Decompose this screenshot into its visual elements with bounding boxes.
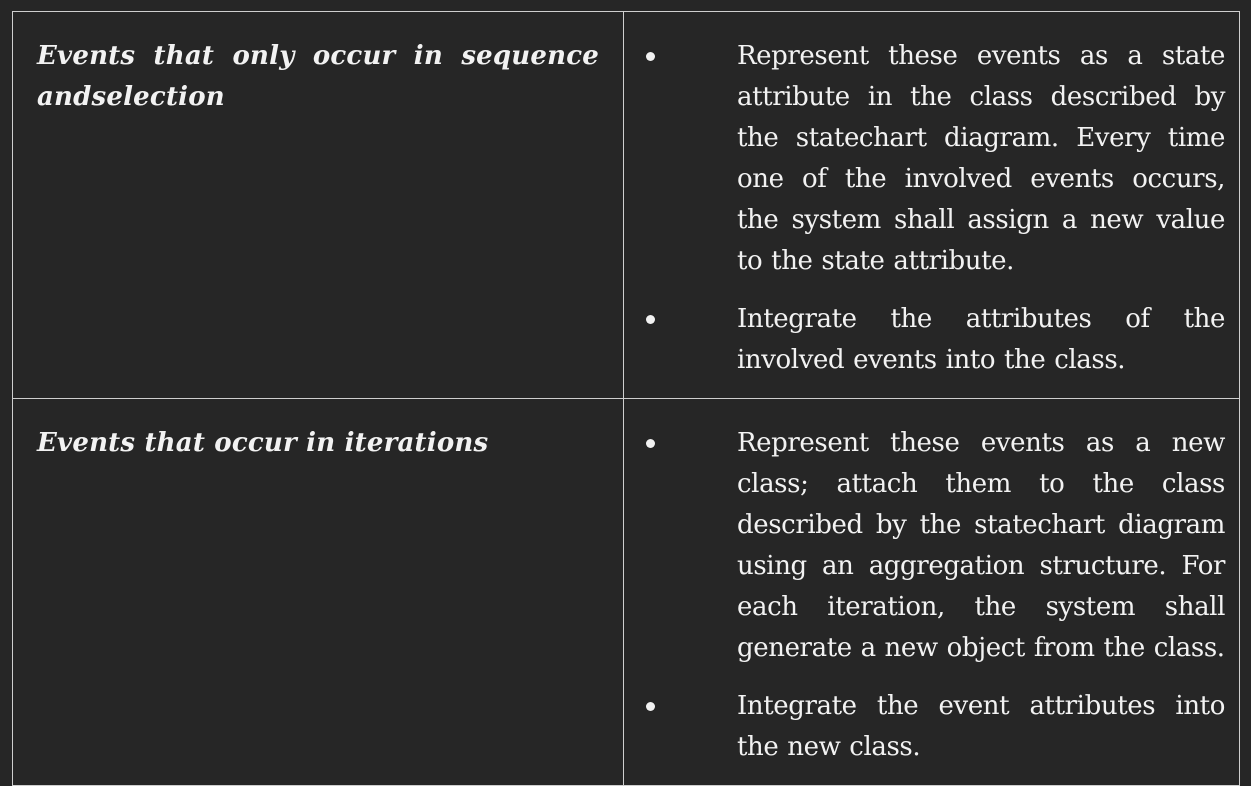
category-cell: Events that occur in iterations <box>12 398 624 786</box>
list-item: Integrate the attributes of the involved… <box>624 299 1225 381</box>
guideline-list: Represent these events as a new class; a… <box>624 423 1225 768</box>
table-row: Events that only occur in sequence andse… <box>12 11 1240 399</box>
list-item: Integrate the event attributes into the … <box>624 686 1225 768</box>
event-category-label: Events that only occur in sequence andse… <box>37 41 599 112</box>
bullet-icon <box>646 702 655 711</box>
guideline-cell: Represent these events as a state attrib… <box>623 11 1240 399</box>
guideline-text: Integrate the attributes of the involved… <box>737 304 1225 375</box>
guideline-text: Integrate the event attributes into the … <box>737 691 1225 762</box>
bullet-icon <box>646 439 655 448</box>
event-mapping-table: Events that only occur in sequence andse… <box>12 11 1240 786</box>
category-cell: Events that only occur in sequence andse… <box>12 11 624 399</box>
table-row: Events that occur in iterations Represen… <box>12 398 1240 786</box>
guideline-list: Represent these events as a state attrib… <box>624 36 1225 381</box>
guideline-text: Represent these events as a new class; a… <box>737 428 1225 663</box>
bullet-icon <box>646 52 655 61</box>
event-category-label: Events that occur in iterations <box>37 428 489 458</box>
bullet-icon <box>646 315 655 324</box>
list-item: Represent these events as a new class; a… <box>624 423 1225 669</box>
guideline-text: Represent these events as a state attrib… <box>737 41 1225 276</box>
list-item: Represent these events as a state attrib… <box>624 36 1225 282</box>
guideline-cell: Represent these events as a new class; a… <box>623 398 1240 786</box>
